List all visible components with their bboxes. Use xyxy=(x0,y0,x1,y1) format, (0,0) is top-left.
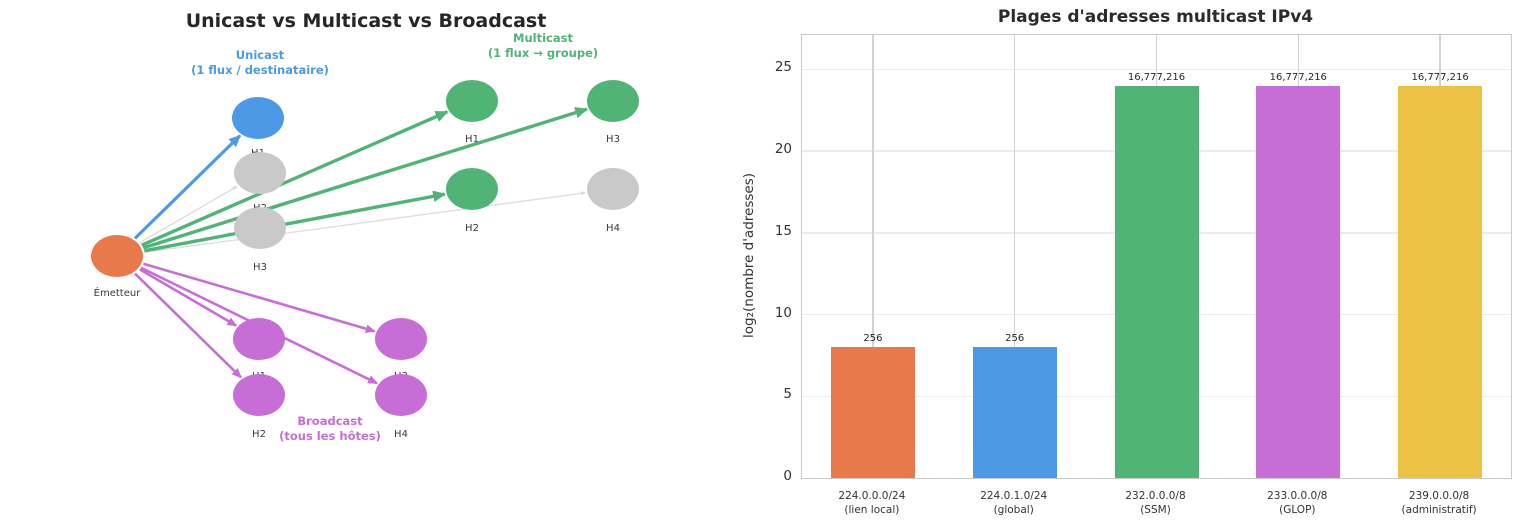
x-tick-label-3: 233.0.0.0/8 (GLOP) xyxy=(1212,490,1382,517)
x-tick-line: (global) xyxy=(993,503,1034,516)
node-m-h1 xyxy=(446,80,498,122)
group-label-unicast: Unicast (1 flux / destinataire) xyxy=(191,48,329,77)
x-tick-line: 232.0.0.0/8 xyxy=(1125,490,1186,502)
x-tick-line: 233.0.0.0/8 xyxy=(1267,490,1328,502)
x-tick-line: 224.0.1.0/24 xyxy=(980,490,1048,502)
node-u-h1 xyxy=(232,97,284,139)
x-tick-line: (GLOP) xyxy=(1279,503,1316,516)
node-label-m-h3: H3 xyxy=(606,134,620,145)
y-axis-label: log₂(nombre d'adresses) xyxy=(741,173,757,338)
group-label-broadcast: Broadcast (tous les hôtes) xyxy=(279,414,381,443)
node-label-m-h1: H1 xyxy=(465,134,479,145)
arrow-emitter-to-b-h2 xyxy=(134,272,242,379)
group-label-multicast: Multicast (1 flux → groupe) xyxy=(488,31,598,60)
arrow-emitter-to-b-h3 xyxy=(143,262,376,334)
node-u-h3 xyxy=(234,207,286,249)
node-label-u-h3: H3 xyxy=(253,262,267,273)
node-b-h3 xyxy=(375,318,427,360)
x-tick-line: 224.0.0.0/24 xyxy=(838,490,906,502)
arrow-emitter-to-m-h2 xyxy=(143,190,447,253)
y-tick-label-20: 20 xyxy=(774,141,792,158)
bar-value-label-0: 256 xyxy=(863,333,883,345)
x-tick-line: 239.0.0.0/8 xyxy=(1408,490,1470,502)
y-tick-label-5: 5 xyxy=(783,386,792,403)
node-b-h2 xyxy=(233,374,285,416)
bar-1 xyxy=(972,347,1057,478)
bar-3 xyxy=(1256,85,1341,478)
node-emitter xyxy=(91,235,143,277)
x-tick-label-1: 224.0.1.0/24 (global) xyxy=(929,490,1099,517)
node-m-h3 xyxy=(587,80,639,122)
node-label-b-h4: H4 xyxy=(394,429,408,440)
y-tick-label-15: 15 xyxy=(774,222,792,239)
bar-2 xyxy=(1114,85,1199,478)
plot-area: 256 256 16,777,216 16,777,216 16,777,216 xyxy=(801,34,1512,479)
node-m-h4 xyxy=(587,168,639,210)
node-b-h4 xyxy=(375,374,427,416)
gridline-x-1 xyxy=(1013,35,1016,478)
gridline-x-0 xyxy=(872,35,874,478)
bar-value-label-4: 16,777,216 xyxy=(1411,71,1469,83)
y-tick-label-25: 25 xyxy=(774,59,792,76)
bar-value-label-3: 16,777,216 xyxy=(1269,71,1327,83)
arrow-emitter-to-u-h1 xyxy=(133,134,242,240)
bar-value-label-1: 256 xyxy=(1005,333,1025,345)
arrow-emitter-to-u-h2 xyxy=(139,185,238,244)
x-tick-line: (lien local) xyxy=(844,503,900,516)
bar-0 xyxy=(830,347,915,478)
x-tick-label-4: 239.0.0.0/8 (administratif) xyxy=(1354,490,1522,517)
arrow-emitter-to-m-h3 xyxy=(142,107,589,250)
bar-4 xyxy=(1398,85,1483,478)
y-tick-label-10: 10 xyxy=(774,304,792,321)
diagram-title: Unicast vs Multicast vs Broadcast xyxy=(186,10,547,32)
node-label-emitter: Émetteur xyxy=(94,286,142,299)
bar-value-label-2: 16,777,216 xyxy=(1127,71,1186,83)
node-label-b-h2: H2 xyxy=(252,429,266,440)
x-tick-line: (administratif) xyxy=(1401,503,1477,516)
arrow-emitter-to-m-h1 xyxy=(141,110,449,247)
arrow-emitter-to-b-h1 xyxy=(139,268,238,327)
node-label-m-h4: H4 xyxy=(606,223,620,234)
x-tick-line: (SSM) xyxy=(1140,503,1171,516)
unicast-multicast-broadcast-diagram: Unicast vs Multicast vs Broadcast Unicast… xyxy=(91,10,639,443)
x-tick-label-0: 224.0.0.0/24 (lien local) xyxy=(787,490,957,517)
chart-title: Plages d'adresses multicast IPv4 xyxy=(997,7,1314,27)
x-tick-label-2: 232.0.0.0/8 (SSM) xyxy=(1071,490,1241,517)
arrow-emitter-to-m-h4 xyxy=(144,191,586,253)
y-tick-label-0: 0 xyxy=(783,468,792,484)
node-u-h2 xyxy=(234,152,286,194)
bar-chart: Plages d'adresses multicast IPv4 log₂(no… xyxy=(740,0,1522,532)
node-label-m-h2: H2 xyxy=(465,223,479,234)
node-b-h1 xyxy=(233,318,285,360)
node-m-h2 xyxy=(446,168,498,210)
